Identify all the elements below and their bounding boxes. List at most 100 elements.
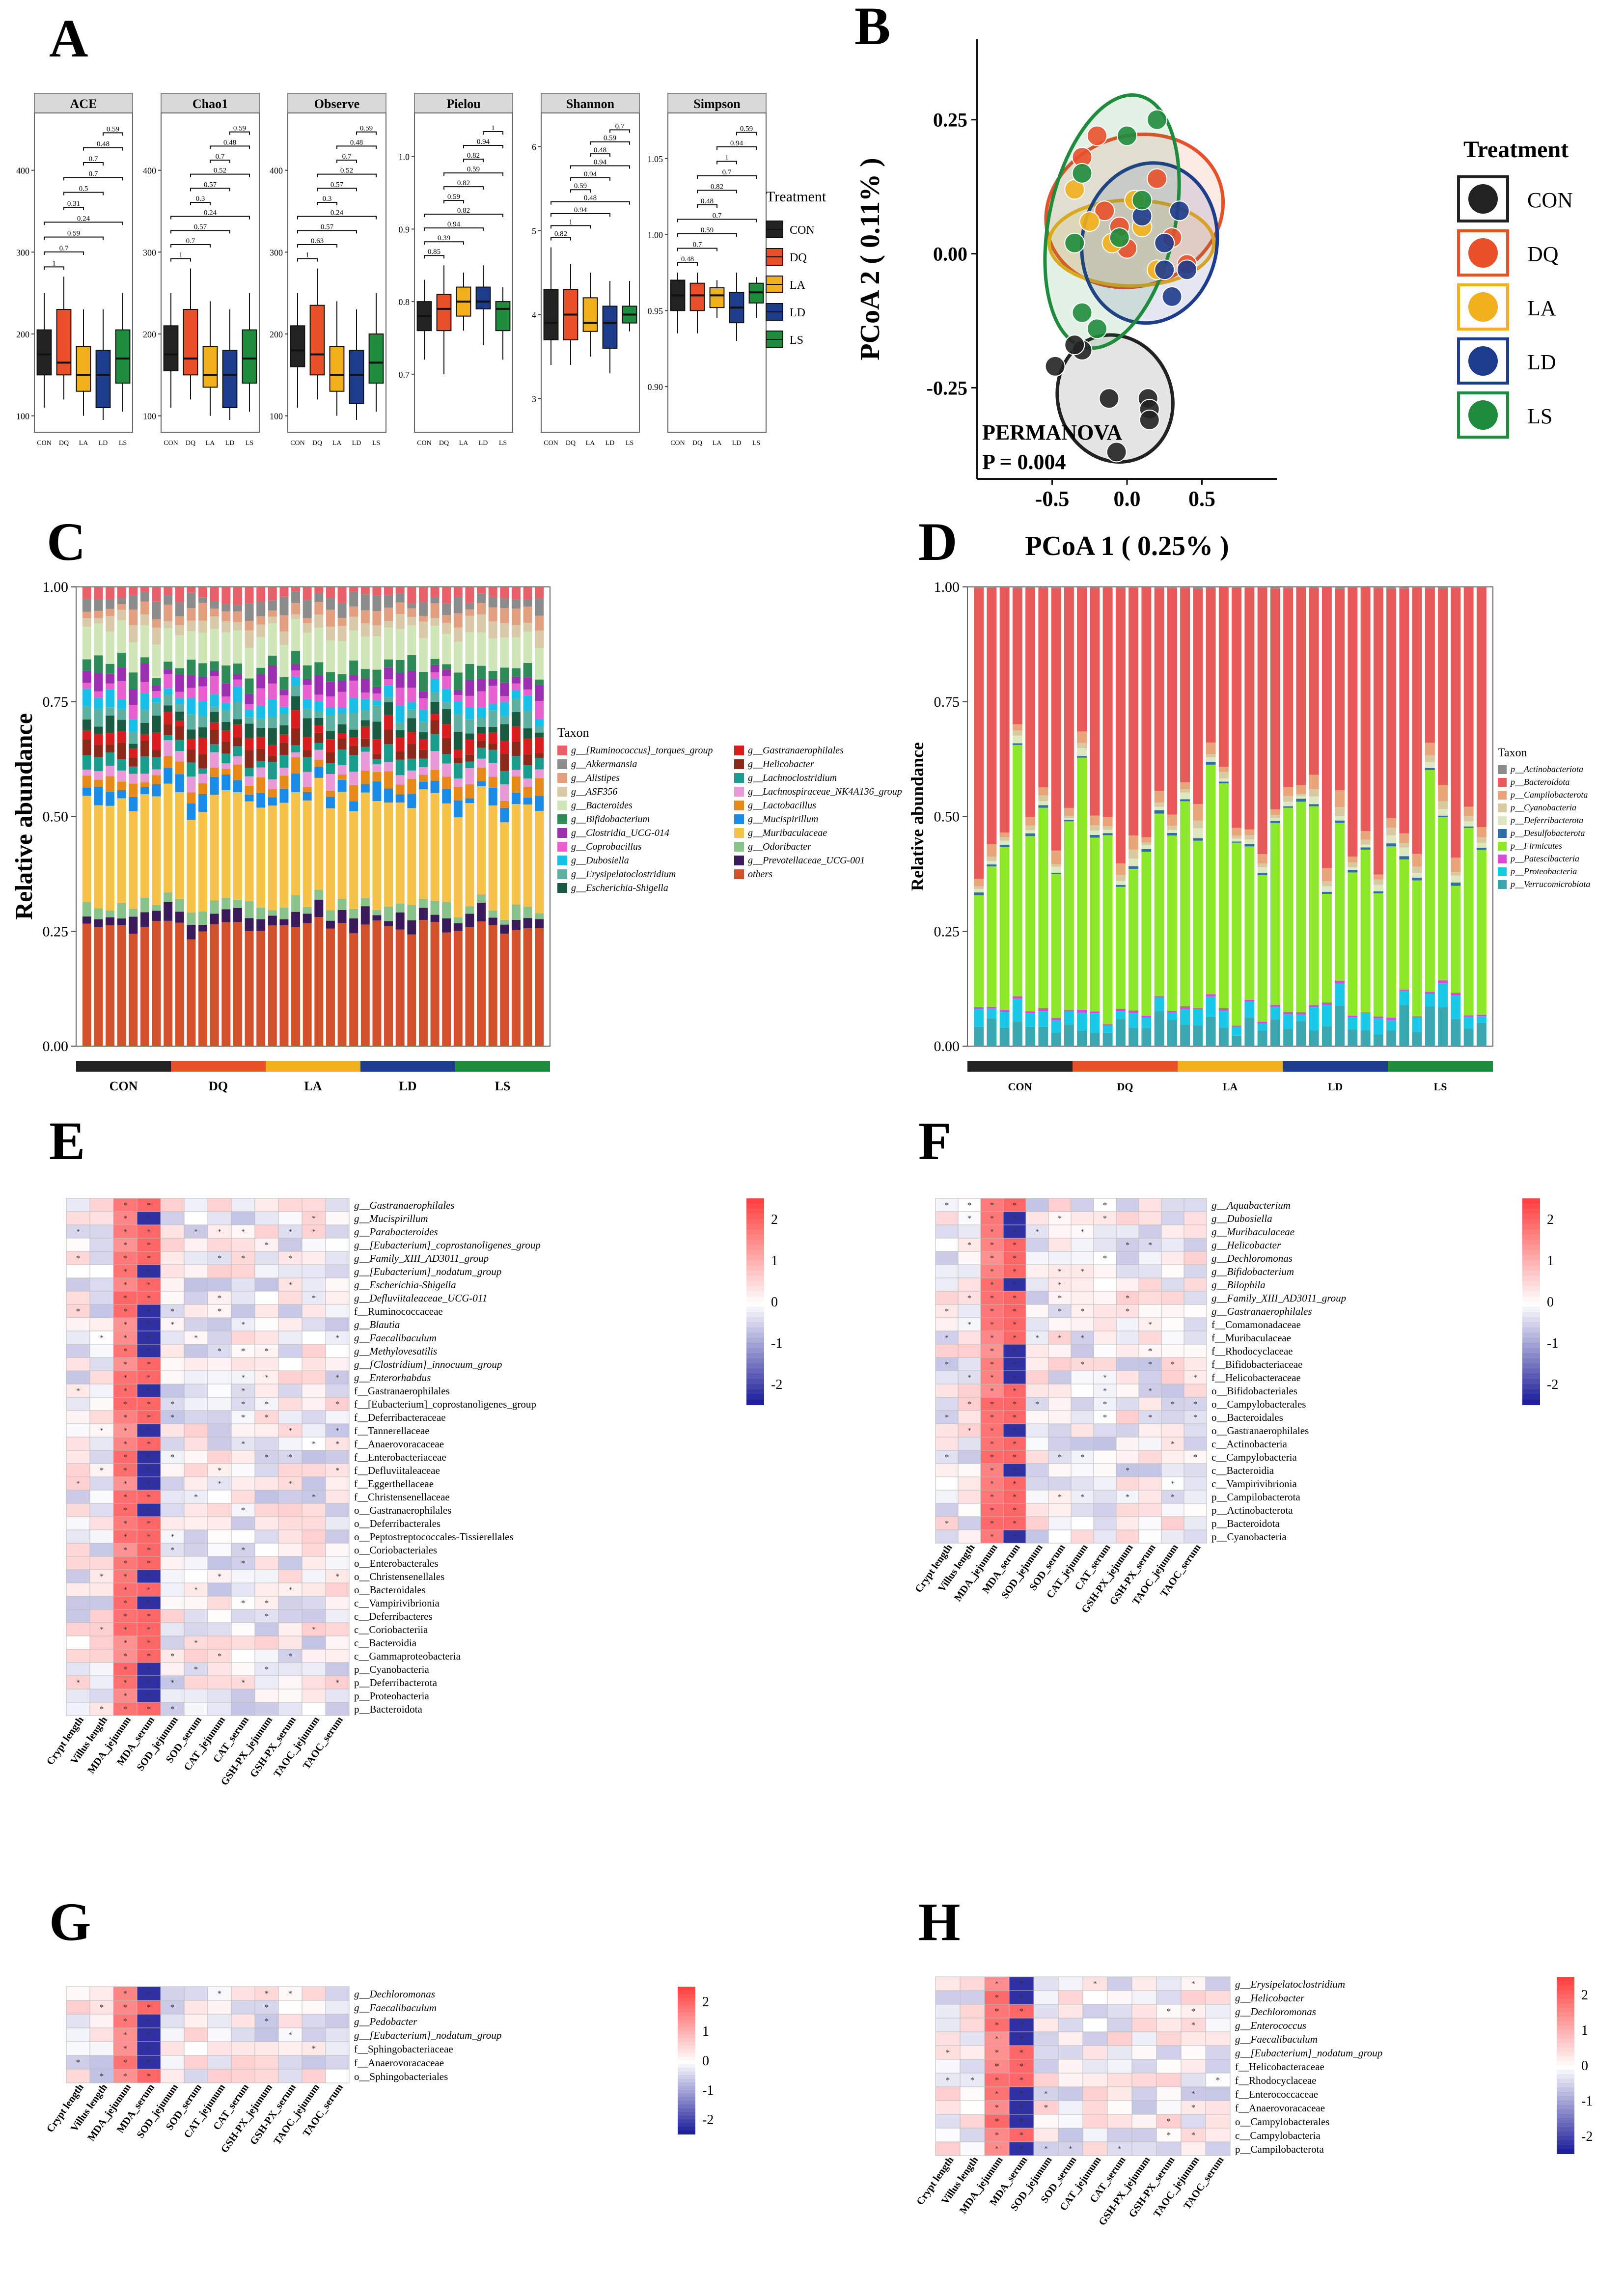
heatmap-cell — [207, 1609, 232, 1623]
heatmap-cell — [66, 1662, 90, 1676]
box-DQ — [436, 294, 452, 332]
stacked-bar-segment — [1193, 1025, 1203, 1046]
stacked-bar-segment — [1206, 764, 1216, 995]
heatmap-cell — [207, 1330, 232, 1345]
stacked-bar-segment — [1296, 1021, 1306, 1046]
heatmap-cell — [1138, 1490, 1162, 1504]
heatmap-cell — [1184, 1211, 1207, 1225]
heatmap-cell — [1025, 1450, 1049, 1464]
stacked-bar-segment — [974, 1007, 984, 1009]
stacked-bar-segment — [245, 776, 254, 786]
heatmap-cell — [66, 1622, 90, 1636]
significance-mark: * — [1013, 1214, 1017, 1223]
heatmap-cell — [89, 1277, 114, 1292]
heatmap-cell — [207, 1357, 232, 1371]
stacked-bar-segment — [1399, 859, 1409, 990]
stacked-bar-segment — [337, 749, 347, 765]
heatmap-cell — [1181, 2086, 1206, 2101]
stacked-bar-segment — [233, 792, 242, 900]
stacked-bar-segment — [1102, 826, 1113, 830]
heatmap-cell — [1116, 1238, 1139, 1252]
p-value: 0.59 — [233, 125, 246, 133]
colorbar-step — [1522, 1332, 1540, 1338]
stacked-bar-segment — [221, 665, 231, 684]
stacked-bar-segment — [488, 704, 497, 711]
stacked-bar-segment — [1167, 1020, 1177, 1046]
heatmap-cell — [1138, 1277, 1162, 1292]
significance-mark: * — [123, 2044, 127, 2053]
stacked-bar-segment — [303, 623, 312, 633]
colorbar-step — [746, 1296, 764, 1302]
significance-mark: * — [147, 1426, 151, 1435]
colorbar-step — [678, 2012, 695, 2017]
significance-mark: * — [1080, 1493, 1084, 1501]
stacked-bar-segment — [1463, 816, 1474, 822]
significance-mark: * — [1193, 1400, 1197, 1409]
stacked-bar-segment — [1360, 839, 1371, 845]
significance-bracket — [424, 241, 464, 245]
stacked-bar-segment — [465, 707, 474, 720]
heatmap-cell — [160, 1357, 185, 1371]
significance-bracket — [336, 145, 377, 149]
significance-mark: * — [990, 1280, 994, 1289]
legend-label: g__Dubosiella — [571, 855, 629, 866]
heatmap-cell — [302, 1264, 326, 1278]
p-value: 0.7 — [722, 168, 732, 176]
stacked-bar-segment — [500, 753, 509, 771]
heatmap-cell — [207, 1450, 232, 1464]
stacked-bar-segment — [164, 587, 173, 596]
p-value: 0.94 — [730, 139, 743, 147]
stacked-bar-segment — [523, 587, 532, 600]
heatmap-cell — [184, 1622, 208, 1636]
heatmap-cell — [66, 1317, 90, 1331]
heatmap-cell — [66, 1410, 90, 1424]
heatmap-cell — [207, 1291, 232, 1305]
heatmap-cell — [325, 1529, 350, 1544]
heatmap-cell — [1181, 2114, 1206, 2129]
stacked-bar-segment — [268, 665, 277, 684]
stacked-bar-segment — [337, 910, 347, 923]
stacked-bar-segment — [987, 857, 997, 861]
significance-mark: * — [123, 1307, 127, 1316]
heatmap-cell — [278, 1476, 303, 1491]
heatmap-cell — [302, 1596, 326, 1610]
stacked-bar-segment — [94, 919, 103, 927]
significance-mark: * — [147, 1320, 151, 1329]
stacked-bar-segment — [360, 669, 370, 679]
heatmap-cell — [980, 1529, 1004, 1544]
heatmap-cell — [1003, 1516, 1026, 1530]
heatmap-cell — [113, 1238, 138, 1252]
x-tick-label: LS — [752, 440, 760, 447]
stacked-bar-segment — [407, 587, 416, 604]
colorbar-step — [678, 1994, 695, 1998]
heatmap-cell — [1048, 1397, 1072, 1411]
row-label: p__Actinobacterota — [1211, 1504, 1293, 1516]
stacked-bar-segment — [303, 800, 312, 907]
legend-label: g__Alistipes — [571, 773, 620, 783]
y-tick-label: 0.8 — [399, 297, 410, 307]
p-value: 0.57 — [204, 181, 217, 189]
heatmap-cell — [113, 1476, 138, 1491]
p-value: 0.3 — [196, 195, 205, 203]
stacked-bar-segment — [987, 864, 997, 867]
heatmap-cell — [325, 1264, 350, 1278]
stacked-bar-segment — [442, 789, 451, 804]
significance-mark: * — [967, 1201, 971, 1210]
facet-frame — [667, 112, 767, 433]
stacked-bar-segment — [314, 743, 324, 750]
significance-mark: * — [147, 1267, 151, 1276]
stacked-bar-segment — [442, 669, 451, 676]
colorbar-step — [1522, 1229, 1540, 1235]
stacked-bar-segment — [268, 699, 277, 717]
heatmap-cell — [1048, 1529, 1072, 1544]
stacked-bar-segment — [523, 754, 532, 765]
heatmap-cell — [207, 1543, 232, 1557]
stacked-bar-segment — [337, 674, 347, 681]
significance-bracket — [83, 162, 104, 166]
stacked-bar-segment — [1115, 1019, 1126, 1046]
stacked-bar-segment — [999, 1010, 1010, 1012]
significance-mark: * — [76, 2058, 80, 2067]
stacked-bar-segment — [140, 693, 149, 710]
stacked-bar-segment — [164, 662, 173, 669]
stacked-bar-segment — [1038, 805, 1048, 808]
